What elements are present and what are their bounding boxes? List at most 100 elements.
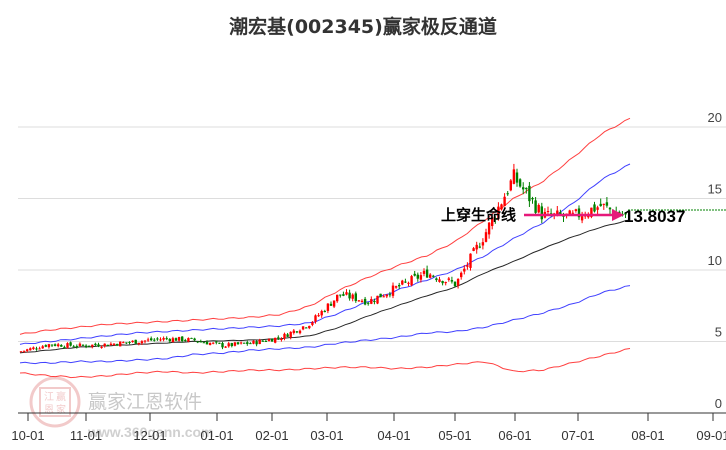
candle-up — [574, 209, 578, 211]
candle-down — [367, 302, 370, 304]
candle-up — [29, 348, 32, 351]
x-tick-label[interactable]: 09-01 — [696, 428, 726, 443]
x-tick-label[interactable]: 06-01 — [498, 428, 531, 443]
candle-up — [91, 344, 94, 347]
candle-down — [165, 338, 168, 340]
candle-down — [540, 206, 543, 220]
candle-down — [373, 301, 376, 303]
watermark-url: www.360gann.com — [87, 424, 214, 440]
lower-inner-band — [19, 285, 631, 365]
candle-up — [57, 344, 60, 347]
x-tick-label[interactable]: 10-01 — [11, 428, 44, 443]
candle-down — [94, 343, 97, 346]
candle-up — [283, 333, 286, 339]
candle-down — [599, 203, 602, 207]
candle-up — [497, 206, 500, 219]
y-tick-label: 10 — [708, 253, 722, 268]
candle-up — [320, 311, 323, 316]
candle-up — [258, 339, 261, 345]
candle-up — [456, 278, 460, 286]
candle-down — [363, 298, 367, 305]
candle-down — [441, 281, 444, 284]
x-tick-label[interactable]: 04-01 — [377, 428, 410, 443]
candle-down — [88, 345, 91, 347]
candle-up — [556, 210, 559, 215]
candle-up — [103, 343, 106, 347]
watermark-seal-icon — [29, 376, 81, 428]
y-tick-label: 0 — [715, 396, 722, 411]
candle-up — [308, 325, 311, 329]
candle-down — [404, 281, 407, 283]
annotation-label: 上穿生命线 — [441, 206, 516, 224]
candle-up — [171, 338, 175, 343]
candle-up — [509, 180, 512, 191]
candle-up — [66, 343, 69, 348]
candle-up — [602, 203, 605, 205]
x-tick-label[interactable]: 11-01 — [70, 428, 102, 443]
y-tick-label: 5 — [715, 325, 722, 340]
x-tick-label[interactable]: 12-01 — [133, 428, 166, 443]
candle-up — [487, 222, 491, 235]
candle-down — [246, 342, 249, 345]
candle-down — [255, 341, 258, 345]
candle-down — [81, 344, 85, 346]
candle-up — [351, 294, 354, 299]
candle-up — [401, 280, 404, 285]
watermark: 江 赢 恩 家 — [29, 376, 81, 428]
candle-down — [593, 204, 596, 212]
candle-down — [75, 346, 78, 348]
candle-up — [311, 322, 314, 325]
candle-down — [202, 342, 206, 344]
candle-down — [435, 278, 438, 281]
candle-down — [115, 344, 119, 346]
candle-up — [472, 248, 475, 251]
x-tick-label[interactable]: 05-01 — [438, 428, 471, 443]
candle-up — [491, 217, 494, 227]
candle-up — [332, 300, 336, 307]
chart-title: 潮宏基(002345)赢家极反通道 — [229, 16, 497, 38]
candle-up — [500, 204, 503, 210]
candle-up — [233, 342, 237, 346]
candle-up — [122, 342, 125, 344]
x-tick-label[interactable]: 01-01 — [200, 428, 233, 443]
candle-down — [230, 343, 233, 347]
candle-up — [159, 339, 162, 341]
candle-up — [252, 340, 255, 344]
candle-up — [274, 337, 277, 343]
candle-down — [97, 344, 100, 347]
candle-up — [438, 279, 441, 282]
candle-up — [444, 281, 447, 284]
candle-up — [32, 347, 35, 350]
candle-up — [47, 344, 51, 348]
lower-outer-band — [19, 348, 631, 379]
x-tick-label[interactable]: 02-01 — [255, 428, 288, 443]
candlesticks — [19, 163, 627, 353]
candle-down — [478, 246, 481, 248]
candle-down — [128, 341, 131, 343]
candle-down — [72, 346, 75, 348]
x-tick-label[interactable]: 07-01 — [561, 428, 594, 443]
candle-down — [605, 202, 609, 206]
candle-up — [131, 340, 134, 343]
candle-down — [35, 348, 38, 350]
candle-down — [534, 200, 537, 213]
candle-down — [577, 208, 581, 218]
x-tick-label[interactable]: 03-01 — [310, 428, 343, 443]
candle-up — [224, 346, 227, 348]
upper-outer-band — [19, 117, 631, 335]
candle-up — [537, 204, 540, 213]
candle-up — [208, 343, 212, 345]
candle-up — [484, 232, 488, 242]
candle-down — [193, 338, 196, 341]
candle-up — [177, 336, 181, 341]
candle-down — [525, 187, 528, 190]
candle-up — [394, 286, 398, 288]
y-tick-label: 20 — [708, 110, 722, 125]
candle-down — [522, 187, 525, 190]
candle-up — [370, 299, 373, 304]
x-tick-label[interactable]: 08-01 — [631, 428, 664, 443]
candle-up — [239, 342, 243, 344]
seal-char-3: 恩 — [44, 404, 54, 416]
candle-up — [112, 343, 116, 345]
candle-up — [212, 342, 215, 344]
